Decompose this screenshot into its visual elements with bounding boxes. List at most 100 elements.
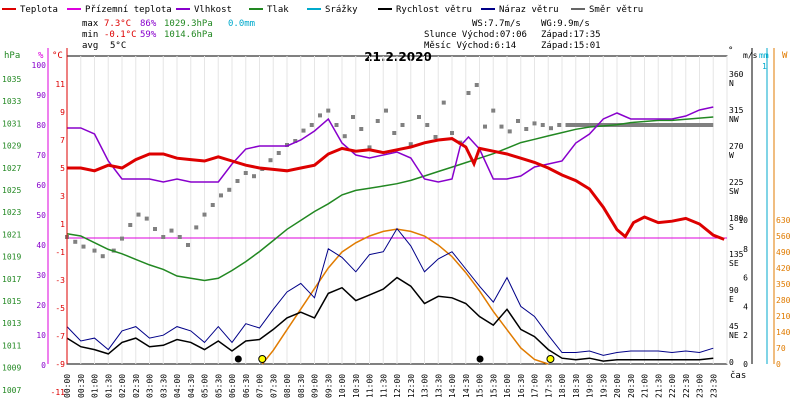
humidity-tick: 50 [36,211,46,220]
wind-direction-point [491,108,496,113]
time-tick: 20:00 [613,374,622,398]
time-tick: 05:30 [214,374,223,398]
wind-direction-point [144,216,149,221]
time-tick: 12:30 [407,374,416,398]
stats-min-pressure: 1014.6hPa [164,30,213,40]
time-tick: 23:00 [696,374,705,398]
humidity-axis-label: % [38,51,44,61]
solar-axis-label: W [782,51,788,61]
time-tick: 21:00 [641,374,650,398]
wind-direction-point [153,227,157,231]
wind-direction-point [425,123,430,127]
temperature-tick: -3 [55,276,65,285]
time-tick: 13:30 [434,374,443,398]
direction-tick-letter: W [729,151,734,160]
wind-speed-tick: 0 [743,360,748,369]
temperature-tick: 3 [60,192,65,201]
pressure-tick: 1009 [2,364,21,373]
wind-speed-tick: 6 [743,274,748,283]
solar-tick: 280 [776,296,791,305]
pressure-tick: 1011 [2,341,21,350]
wind-direction-point [466,91,471,95]
legend-label: Tlak [267,5,289,15]
time-tick: 07:30 [269,374,278,398]
temperature-tick: -7 [55,332,65,341]
wind-direction-point [326,108,331,113]
stats-max-label: max [82,19,99,29]
chart-title: 21.2.2020 [364,50,432,64]
stats-min-label: min [82,30,98,40]
humidity-tick: 10 [36,331,46,340]
wind-direction-point [227,187,232,192]
legend-label: Teplota [20,5,58,15]
pressure-axis-label: hPa [4,51,20,61]
temperature-tick: 11 [55,80,65,89]
rain-axis-label: mm [759,51,769,60]
wind-direction-point [342,134,347,139]
direction-tick: 360 [729,70,744,79]
humidity-tick: 100 [32,61,47,70]
solar-tick: 0 [776,360,781,369]
time-tick: 18:00 [558,374,567,398]
wind-direction-point [128,223,133,227]
pressure-tick: 1031 [2,119,21,128]
rain-tick: 1 [762,62,767,71]
pressure-tick: 1027 [2,164,21,173]
temperature-tick: 9 [60,108,65,117]
time-tick: 13:00 [421,374,430,398]
stats-max-humidity: 86% [140,19,157,29]
wind-direction-point [400,123,405,127]
wind-direction-point [210,203,215,207]
wind-direction-point [202,212,207,217]
pressure-tick: 1035 [2,75,21,84]
time-tick: 04:30 [187,374,196,398]
solar-tick: 210 [776,312,791,321]
solar-tick: 350 [776,280,791,289]
humidity-tick: 90 [36,91,46,100]
wind-direction-point [516,119,520,123]
time-tick: 10:30 [352,374,361,398]
time-tick: 22:00 [668,374,677,398]
direction-axis-label: ° [728,46,733,56]
time-tick: 17:00 [531,374,540,398]
legend-label: Přízemní teplota [85,5,172,15]
humidity-tick: 40 [36,241,46,250]
stats-wind-gust: WG:9.9m/s [541,19,590,29]
solar-tick: 70 [776,344,786,353]
wind-direction-point [334,123,339,127]
wind-speed-tick: 2 [743,331,748,340]
wind-direction-point [252,174,256,179]
stats-max-pressure: 1029.3hPa [164,19,213,29]
time-tick: 09:00 [311,374,320,398]
solar-tick: 140 [776,328,791,337]
pressure-tick: 1023 [2,208,21,217]
direction-tick: 45 [729,322,739,331]
wind-speed-tick: 8 [743,245,748,254]
wind-direction-point [100,254,105,259]
wind-direction-point [499,124,504,129]
wind-direction-point [450,131,454,135]
direction-tick: 180 [729,214,744,223]
wind-direction-point [557,123,562,127]
wind-direction-point [483,124,487,129]
time-tick: 03:30 [159,374,168,398]
solar-tick: 420 [776,264,791,273]
wind-speed-tick: 10 [738,216,748,225]
temperature-tick: 7 [60,136,65,145]
time-tick: 16:00 [503,374,512,398]
stats-moonrise: Měsíc Východ:6:14 [424,41,516,51]
humidity-tick: 70 [36,151,46,160]
direction-tick: 135 [729,250,744,259]
time-tick: 01:00 [91,374,100,398]
direction-tick-letter: N [729,79,734,88]
x-axis-label: čas [730,370,746,381]
wind-direction-point [384,108,388,113]
humidity-tick: 60 [36,181,46,190]
stats-min-temp: -0.1°C [104,30,137,40]
wind-direction-point [177,235,182,239]
pressure-tick: 1017 [2,275,21,284]
temperature-tick: -9 [55,360,65,369]
humidity-tick: 20 [36,301,46,310]
moonrise-marker [234,355,242,363]
